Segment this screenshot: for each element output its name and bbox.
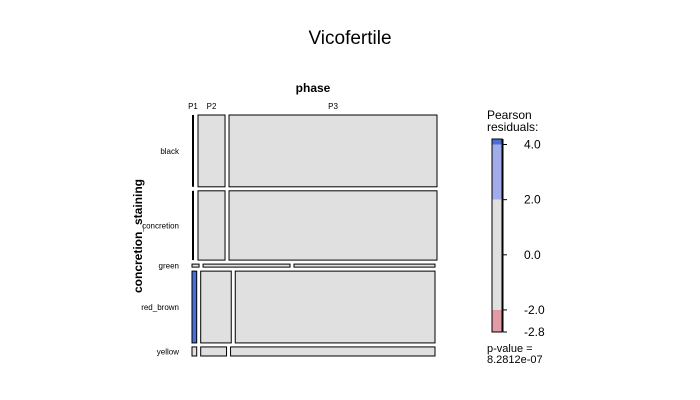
y-tick-concretion: concretion [142, 221, 179, 230]
y-tick-red-brown: red_brown [141, 303, 179, 312]
tile-black-p2 [197, 114, 226, 188]
tile-black-p3 [228, 114, 438, 188]
y-variable-label: concretion_staining [131, 179, 145, 293]
p-value-label: p-value = [487, 343, 533, 355]
x-tick-p1: P1 [188, 102, 198, 111]
legend-band-0 [492, 139, 502, 145]
y-tick-black: black [160, 147, 180, 156]
tile-concretion-p2 [197, 190, 226, 261]
legend-bar-frame [491, 138, 503, 333]
legend-band-3 [492, 309, 502, 332]
legend-tick-label: 4.0 [524, 138, 541, 152]
tile-green-p1 [191, 263, 200, 268]
legend-title-line1: Pearson [487, 108, 532, 122]
legend-tick-label: -2.0 [524, 303, 545, 317]
legend-tick-label: 0.0 [524, 248, 541, 262]
legend-tick-label: 2.0 [524, 193, 541, 207]
x-variable-label: phase [296, 81, 331, 95]
legend-tick-label: -2.8 [524, 325, 545, 339]
x-tick-labels: P1 P2 P3 [188, 102, 338, 111]
mosaic-tiles [191, 114, 438, 357]
tile-yellow-p2 [200, 346, 228, 357]
tile-concretion-p3 [228, 190, 438, 261]
legend-band-2 [492, 199, 502, 310]
tile-red-brown-p2 [200, 270, 232, 344]
tile-red-brown-p3 [234, 270, 436, 344]
y-tick-yellow: yellow [157, 347, 179, 356]
legend-band-1 [492, 144, 502, 200]
p-value-value: 8.2812e-07 [487, 354, 543, 366]
legend-title-line2: residuals: [487, 120, 538, 134]
tile-yellow-p3 [230, 346, 436, 357]
residual-legend: 4.0 2.0 0.0 -2.0 -2.8 [491, 138, 545, 339]
x-tick-p3: P3 [328, 102, 338, 111]
tile-green-p3 [293, 263, 436, 268]
x-tick-p2: P2 [207, 102, 217, 111]
tile-green-p2 [202, 263, 291, 268]
tile-red-brown-p1 [191, 270, 198, 344]
chart-title: Vicofertile [308, 28, 391, 49]
tile-yellow-p1 [191, 346, 198, 357]
y-tick-green: green [159, 262, 179, 271]
